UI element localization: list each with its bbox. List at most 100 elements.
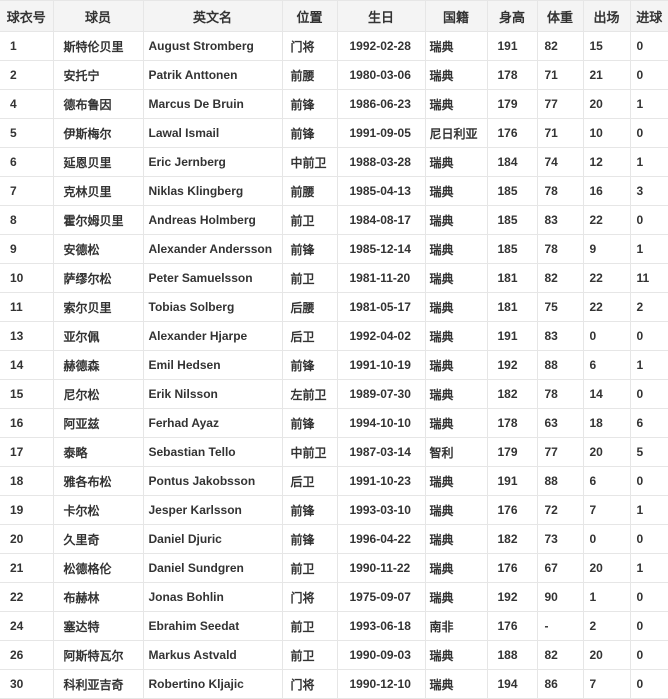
cell-position: 前腰 [282,176,338,206]
cell-player-name: 斯特伦贝里 [53,31,144,61]
cell-jersey-number: 10 [0,263,54,293]
cell-jersey-number: 8 [0,205,54,235]
cell-english-name: August Stromberg [143,31,283,61]
cell-nationality: 瑞典 [425,466,488,496]
cell-player-name: 霍尔姆贝里 [53,205,144,235]
cell-nationality: 瑞典 [425,553,488,583]
cell-position: 门将 [282,31,338,61]
table-row: 5 伊斯梅尔 Lawal Ismail 前锋 1991-09-05 尼日利亚 176 71 10… [0,118,668,148]
column-header-height: 身高 [487,0,538,32]
cell-height: 191 [487,466,538,496]
cell-appearances: 14 [583,379,631,409]
cell-player-name: 赫德森 [53,350,144,380]
cell-goals: 1 [630,89,668,119]
cell-weight: 78 [537,379,584,409]
cell-nationality: 瑞典 [425,176,488,206]
table-row: 1 斯特伦贝里 August Stromberg 门将 1992-02-28 瑞典 191 8… [0,31,668,61]
cell-weight: 72 [537,495,584,525]
cell-appearances: 0 [583,321,631,351]
cell-player-name: 阿斯特瓦尔 [53,640,144,670]
cell-position: 前卫 [282,205,338,235]
cell-height: 185 [487,176,538,206]
cell-height: 179 [487,89,538,119]
cell-player-name: 安德松 [53,234,144,264]
cell-position: 中前卫 [282,147,338,177]
cell-birthday: 1990-12-10 [337,669,426,699]
cell-position: 后卫 [282,466,338,496]
cell-position: 后腰 [282,292,338,322]
table-row: 15 尼尔松 Erik Nilsson 左前卫 1989-07-30 瑞典 182 78 14 0 [0,379,668,409]
table-row: 9 安德松 Alexander Andersson 前锋 1985-12-14 瑞典 185… [0,234,668,264]
cell-jersey-number: 7 [0,176,54,206]
cell-nationality: 瑞典 [425,524,488,554]
cell-weight: 83 [537,321,584,351]
cell-birthday: 1984-08-17 [337,205,426,235]
cell-player-name: 德布鲁因 [53,89,144,119]
table-header: 球衣号 球员 英文名 位置 生日 国籍 身高 体重 出场 进球 [0,0,668,32]
cell-birthday: 1992-02-28 [337,31,426,61]
column-header-birthday: 生日 [337,0,426,32]
cell-position: 前锋 [282,350,338,380]
cell-jersey-number: 26 [0,640,54,670]
cell-height: 192 [487,582,538,612]
cell-weight: - [537,611,584,641]
cell-birthday: 1985-04-13 [337,176,426,206]
cell-height: 191 [487,31,538,61]
cell-height: 185 [487,205,538,235]
cell-english-name: Marcus De Bruin [143,89,283,119]
cell-nationality: 尼日利亚 [425,118,488,148]
cell-weight: 67 [537,553,584,583]
cell-goals: 11 [630,263,668,293]
table-row: 11 索尔贝里 Tobias Solberg 后腰 1981-05-17 瑞典 181 75 2… [0,292,668,322]
cell-nationality: 瑞典 [425,234,488,264]
cell-appearances: 22 [583,263,631,293]
cell-english-name: Lawal Ismail [143,118,283,148]
cell-english-name: Niklas Klingberg [143,176,283,206]
cell-player-name: 克林贝里 [53,176,144,206]
cell-nationality: 瑞典 [425,379,488,409]
cell-goals: 0 [630,582,668,612]
cell-appearances: 12 [583,147,631,177]
cell-birthday: 1989-07-30 [337,379,426,409]
cell-english-name: Daniel Djuric [143,524,283,554]
cell-appearances: 6 [583,350,631,380]
cell-english-name: Sebastian Tello [143,437,283,467]
cell-english-name: Pontus Jakobsson [143,466,283,496]
cell-nationality: 瑞典 [425,495,488,525]
cell-birthday: 1990-09-03 [337,640,426,670]
cell-birthday: 1991-09-05 [337,118,426,148]
table-row: 22 布赫林 Jonas Bohlin 门将 1975-09-07 瑞典 192 90 1 0 [0,582,668,612]
cell-jersey-number: 24 [0,611,54,641]
cell-nationality: 瑞典 [425,350,488,380]
table-row: 21 松德格伦 Daniel Sundgren 前卫 1990-11-22 瑞典 176 67… [0,553,668,583]
cell-player-name: 阿亚兹 [53,408,144,438]
cell-appearances: 1 [583,582,631,612]
cell-player-name: 科利亚吉奇 [53,669,144,699]
cell-player-name: 卡尔松 [53,495,144,525]
table-row: 8 霍尔姆贝里 Andreas Holmberg 前卫 1984-08-17 瑞典 185 8… [0,205,668,235]
cell-jersey-number: 5 [0,118,54,148]
cell-english-name: Emil Hedsen [143,350,283,380]
cell-english-name: Daniel Sundgren [143,553,283,583]
cell-appearances: 10 [583,118,631,148]
cell-height: 192 [487,350,538,380]
cell-player-name: 萨缪尔松 [53,263,144,293]
cell-goals: 0 [630,669,668,699]
cell-player-name: 安托宁 [53,60,144,90]
table-row: 19 卡尔松 Jesper Karlsson 前锋 1993-03-10 瑞典 176 72 7… [0,495,668,525]
column-header-player-name: 球员 [53,0,144,32]
table-row: 13 亚尔佩 Alexander Hjarpe 后卫 1992-04-02 瑞典 191 83… [0,321,668,351]
cell-weight: 86 [537,669,584,699]
cell-nationality: 瑞典 [425,321,488,351]
cell-goals: 6 [630,408,668,438]
cell-nationality: 智利 [425,437,488,467]
cell-weight: 88 [537,466,584,496]
cell-goals: 0 [630,205,668,235]
table-row: 16 阿亚兹 Ferhad Ayaz 前锋 1994-10-10 瑞典 178 63 18 6 [0,408,668,438]
table-row: 2 安托宁 Patrik Anttonen 前腰 1980-03-06 瑞典 178 71 21… [0,60,668,90]
cell-weight: 77 [537,437,584,467]
cell-jersey-number: 19 [0,495,54,525]
cell-height: 181 [487,292,538,322]
cell-height: 176 [487,611,538,641]
cell-height: 178 [487,408,538,438]
